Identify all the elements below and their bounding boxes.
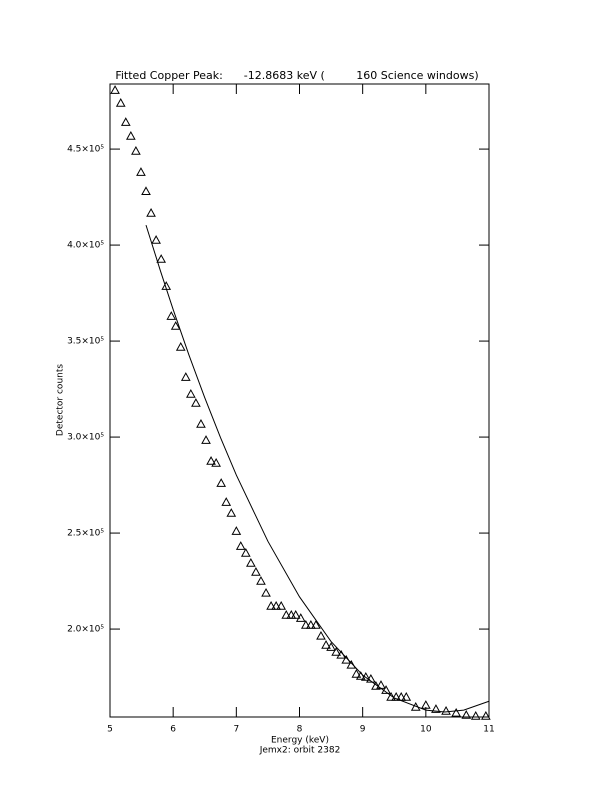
triangle-marker bbox=[470, 711, 481, 720]
triangle-marker bbox=[166, 311, 177, 320]
triangle-marker bbox=[180, 372, 191, 381]
fit-curve bbox=[145, 224, 490, 713]
subtitle: Jemx2: orbit 2382 bbox=[259, 746, 341, 756]
triangle-marker bbox=[226, 508, 237, 517]
triangle-marker bbox=[191, 398, 201, 407]
triangle-marker bbox=[131, 145, 141, 155]
y-tick-label: 2.5×10⁵ bbox=[67, 529, 104, 539]
triangle-marker bbox=[381, 685, 391, 694]
x-tick-label: 6 bbox=[170, 725, 176, 735]
triangle-marker bbox=[401, 692, 412, 701]
triangle-marker bbox=[311, 620, 321, 629]
triangle-marker bbox=[246, 557, 256, 567]
triangle-marker bbox=[231, 526, 242, 535]
triangle-marker bbox=[290, 610, 301, 619]
triangle-marker bbox=[196, 418, 206, 428]
x-axis-label: Energy (keV) bbox=[271, 736, 329, 746]
triangle-marker bbox=[136, 167, 146, 176]
triangle-marker bbox=[186, 389, 196, 398]
triangle-marker bbox=[125, 131, 136, 140]
triangle-marker bbox=[441, 706, 451, 715]
triangle-marker bbox=[360, 672, 371, 681]
triangle-marker bbox=[266, 600, 276, 610]
triangle-marker bbox=[281, 610, 292, 619]
triangle-marker bbox=[351, 668, 362, 678]
triangle-marker bbox=[366, 673, 376, 683]
triangle-marker bbox=[300, 620, 311, 629]
triangle-marker bbox=[151, 235, 161, 244]
x-tick-label: 11 bbox=[483, 725, 494, 735]
chart-title: Fitted Copper Peak: -12.8683 keV ( 160 S… bbox=[115, 69, 478, 82]
x-tick-label: 8 bbox=[297, 725, 303, 735]
y-tick-label: 4.5×10⁵ bbox=[67, 145, 104, 155]
triangle-marker bbox=[391, 692, 401, 701]
triangle-marker bbox=[175, 342, 186, 351]
x-tick-label: 5 bbox=[107, 725, 113, 735]
triangle-marker bbox=[120, 117, 131, 126]
triangle-marker bbox=[256, 576, 266, 585]
triangle-marker bbox=[326, 642, 336, 651]
triangle-marker bbox=[306, 620, 316, 629]
triangle-marker bbox=[431, 704, 441, 713]
y-tick-label: 3.0×10⁵ bbox=[67, 433, 104, 443]
x-tick-label: 10 bbox=[420, 725, 432, 735]
triangle-marker bbox=[316, 630, 326, 640]
triangle-marker bbox=[115, 97, 126, 107]
triangle-marker bbox=[206, 456, 216, 465]
y-tick-label: 4.0×10⁵ bbox=[67, 241, 104, 251]
triangle-marker bbox=[461, 710, 472, 719]
y-axis-label: Detector counts bbox=[56, 364, 66, 436]
triangle-marker bbox=[271, 600, 281, 610]
triangle-marker bbox=[201, 435, 211, 444]
y-tick-label: 3.5×10⁵ bbox=[67, 337, 104, 347]
triangle-marker bbox=[420, 700, 431, 709]
triangle-marker bbox=[480, 711, 491, 720]
triangle-marker bbox=[156, 254, 167, 263]
x-tick-label: 7 bbox=[233, 725, 239, 735]
triangle-marker bbox=[141, 186, 151, 196]
triangle-marker bbox=[321, 639, 331, 649]
triangle-marker bbox=[240, 548, 251, 557]
triangle-marker bbox=[221, 497, 232, 506]
triangle-marker bbox=[110, 85, 120, 94]
triangle-marker bbox=[276, 600, 287, 610]
triangle-marker bbox=[251, 567, 261, 576]
triangle-marker bbox=[146, 207, 156, 217]
triangle-marker bbox=[211, 457, 221, 467]
triangle-marker bbox=[331, 647, 341, 656]
triangle-marker bbox=[216, 478, 227, 487]
triangle-marker bbox=[170, 321, 181, 330]
triangle-marker bbox=[235, 541, 246, 550]
y-tick-label: 2.0×10⁵ bbox=[67, 625, 104, 635]
triangle-marker bbox=[451, 707, 462, 717]
x-tick-label: 9 bbox=[360, 725, 366, 735]
triangle-marker bbox=[295, 613, 306, 622]
triangle-marker bbox=[261, 587, 271, 597]
